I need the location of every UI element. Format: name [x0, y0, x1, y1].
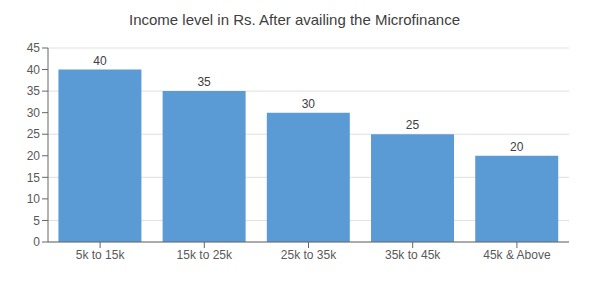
svg-text:20: 20 [27, 149, 41, 163]
svg-text:25: 25 [406, 118, 420, 132]
html-text:Income level in Rs. After avai: Income level in Rs. After availing the M… [129, 11, 460, 28]
svg-text:15k to 25k: 15k to 25k [177, 248, 233, 262]
svg-text:35: 35 [197, 75, 211, 89]
svg-text:45k & Above: 45k & Above [483, 248, 551, 262]
svg-text:0: 0 [33, 235, 40, 249]
svg-text:40: 40 [27, 63, 41, 77]
svg-text:15: 15 [27, 171, 41, 185]
svg-text:35k to 45k: 35k to 45k [385, 248, 441, 262]
svg-text:30: 30 [27, 106, 41, 120]
svg-text:25: 25 [27, 127, 41, 141]
svg-text:40: 40 [93, 54, 107, 68]
svg-text:35: 35 [27, 84, 41, 98]
svg-text:5k to 15k: 5k to 15k [76, 248, 126, 262]
svg-text:30: 30 [302, 97, 316, 111]
svg-text:25k to 35k: 25k to 35k [281, 248, 337, 262]
svg-text:45: 45 [27, 41, 41, 55]
svg-text:5: 5 [33, 214, 40, 228]
svg-text:10: 10 [27, 192, 41, 206]
svg-text:20: 20 [510, 140, 524, 154]
